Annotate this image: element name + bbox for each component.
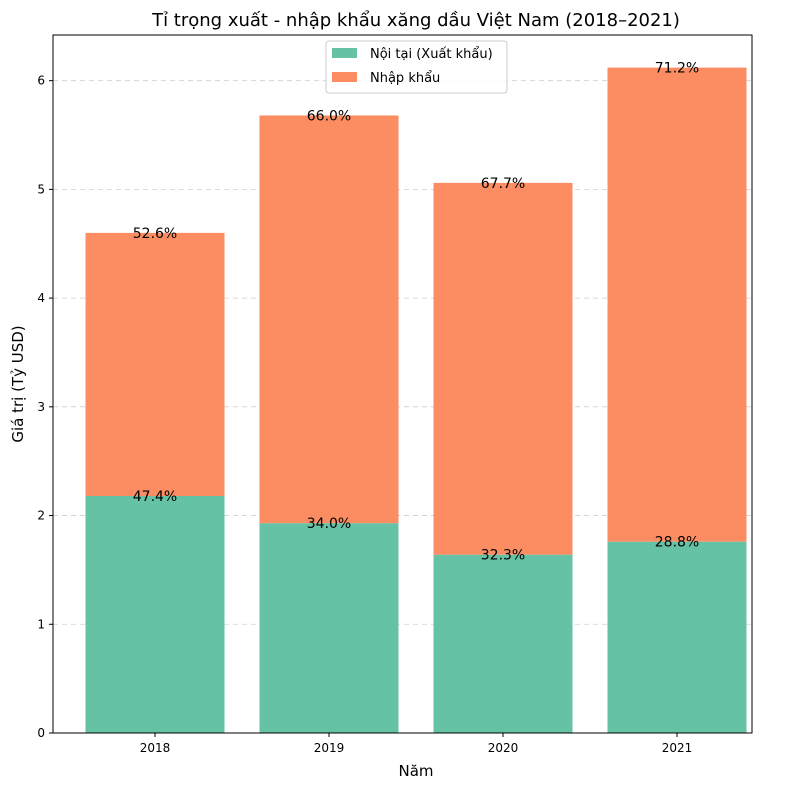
- data-label: 52.6%: [133, 226, 177, 242]
- x-axis-label: Năm: [398, 762, 433, 780]
- x-axis-ticks: 2018 2019 2020 2021: [140, 733, 693, 755]
- bar-import: [259, 115, 399, 524]
- x-tick-label: 2018: [140, 741, 171, 755]
- y-tick-label: 2: [37, 509, 45, 523]
- y-tick-label: 3: [37, 400, 45, 414]
- x-tick-label: 2019: [314, 741, 345, 755]
- legend-swatch-export: [332, 48, 357, 58]
- y-axis-ticks: 0 1 2 3 4 5 6: [37, 74, 53, 740]
- bar-import: [85, 232, 225, 496]
- bars: [85, 67, 747, 733]
- legend: Nội tại (Xuất khẩu) Nhập khẩu: [325, 40, 508, 94]
- data-label: 47.4%: [133, 489, 177, 505]
- data-label: 67.7%: [481, 176, 525, 192]
- y-axis-label: Giá trị (Tỷ USD): [9, 325, 27, 442]
- data-label: 32.3%: [481, 548, 525, 564]
- data-label: 71.2%: [655, 61, 699, 77]
- legend-label-export: Nội tại (Xuất khẩu): [370, 47, 493, 62]
- y-tick-label: 6: [37, 74, 45, 88]
- bar-export: [433, 554, 573, 733]
- bar-export: [259, 523, 399, 733]
- x-tick-label: 2021: [662, 741, 693, 755]
- legend-box: [325, 40, 508, 94]
- y-tick-label: 0: [37, 726, 45, 740]
- bar-export: [607, 541, 747, 733]
- bar-export: [85, 495, 225, 733]
- y-tick-label: 1: [37, 617, 45, 631]
- data-label: 28.8%: [655, 535, 699, 551]
- bar-labels: 47.4% 52.6% 34.0% 66.0% 32.3% 67.7% 28.8% 71.2%: [133, 61, 699, 564]
- bar-import: [607, 67, 747, 542]
- bar-import: [433, 182, 573, 555]
- y-tick-label: 4: [37, 291, 45, 305]
- chart-title: Tỉ trọng xuất - nhập khẩu xăng dầu Việt …: [151, 10, 680, 31]
- plot-frame: [52, 34, 753, 734]
- x-tick-label: 2020: [488, 741, 519, 755]
- y-tick-label: 5: [37, 182, 45, 196]
- data-label: 34.0%: [307, 516, 351, 532]
- legend-swatch-import: [332, 72, 357, 82]
- data-label: 66.0%: [307, 108, 351, 124]
- legend-label-import: Nhập khẩu: [370, 71, 440, 86]
